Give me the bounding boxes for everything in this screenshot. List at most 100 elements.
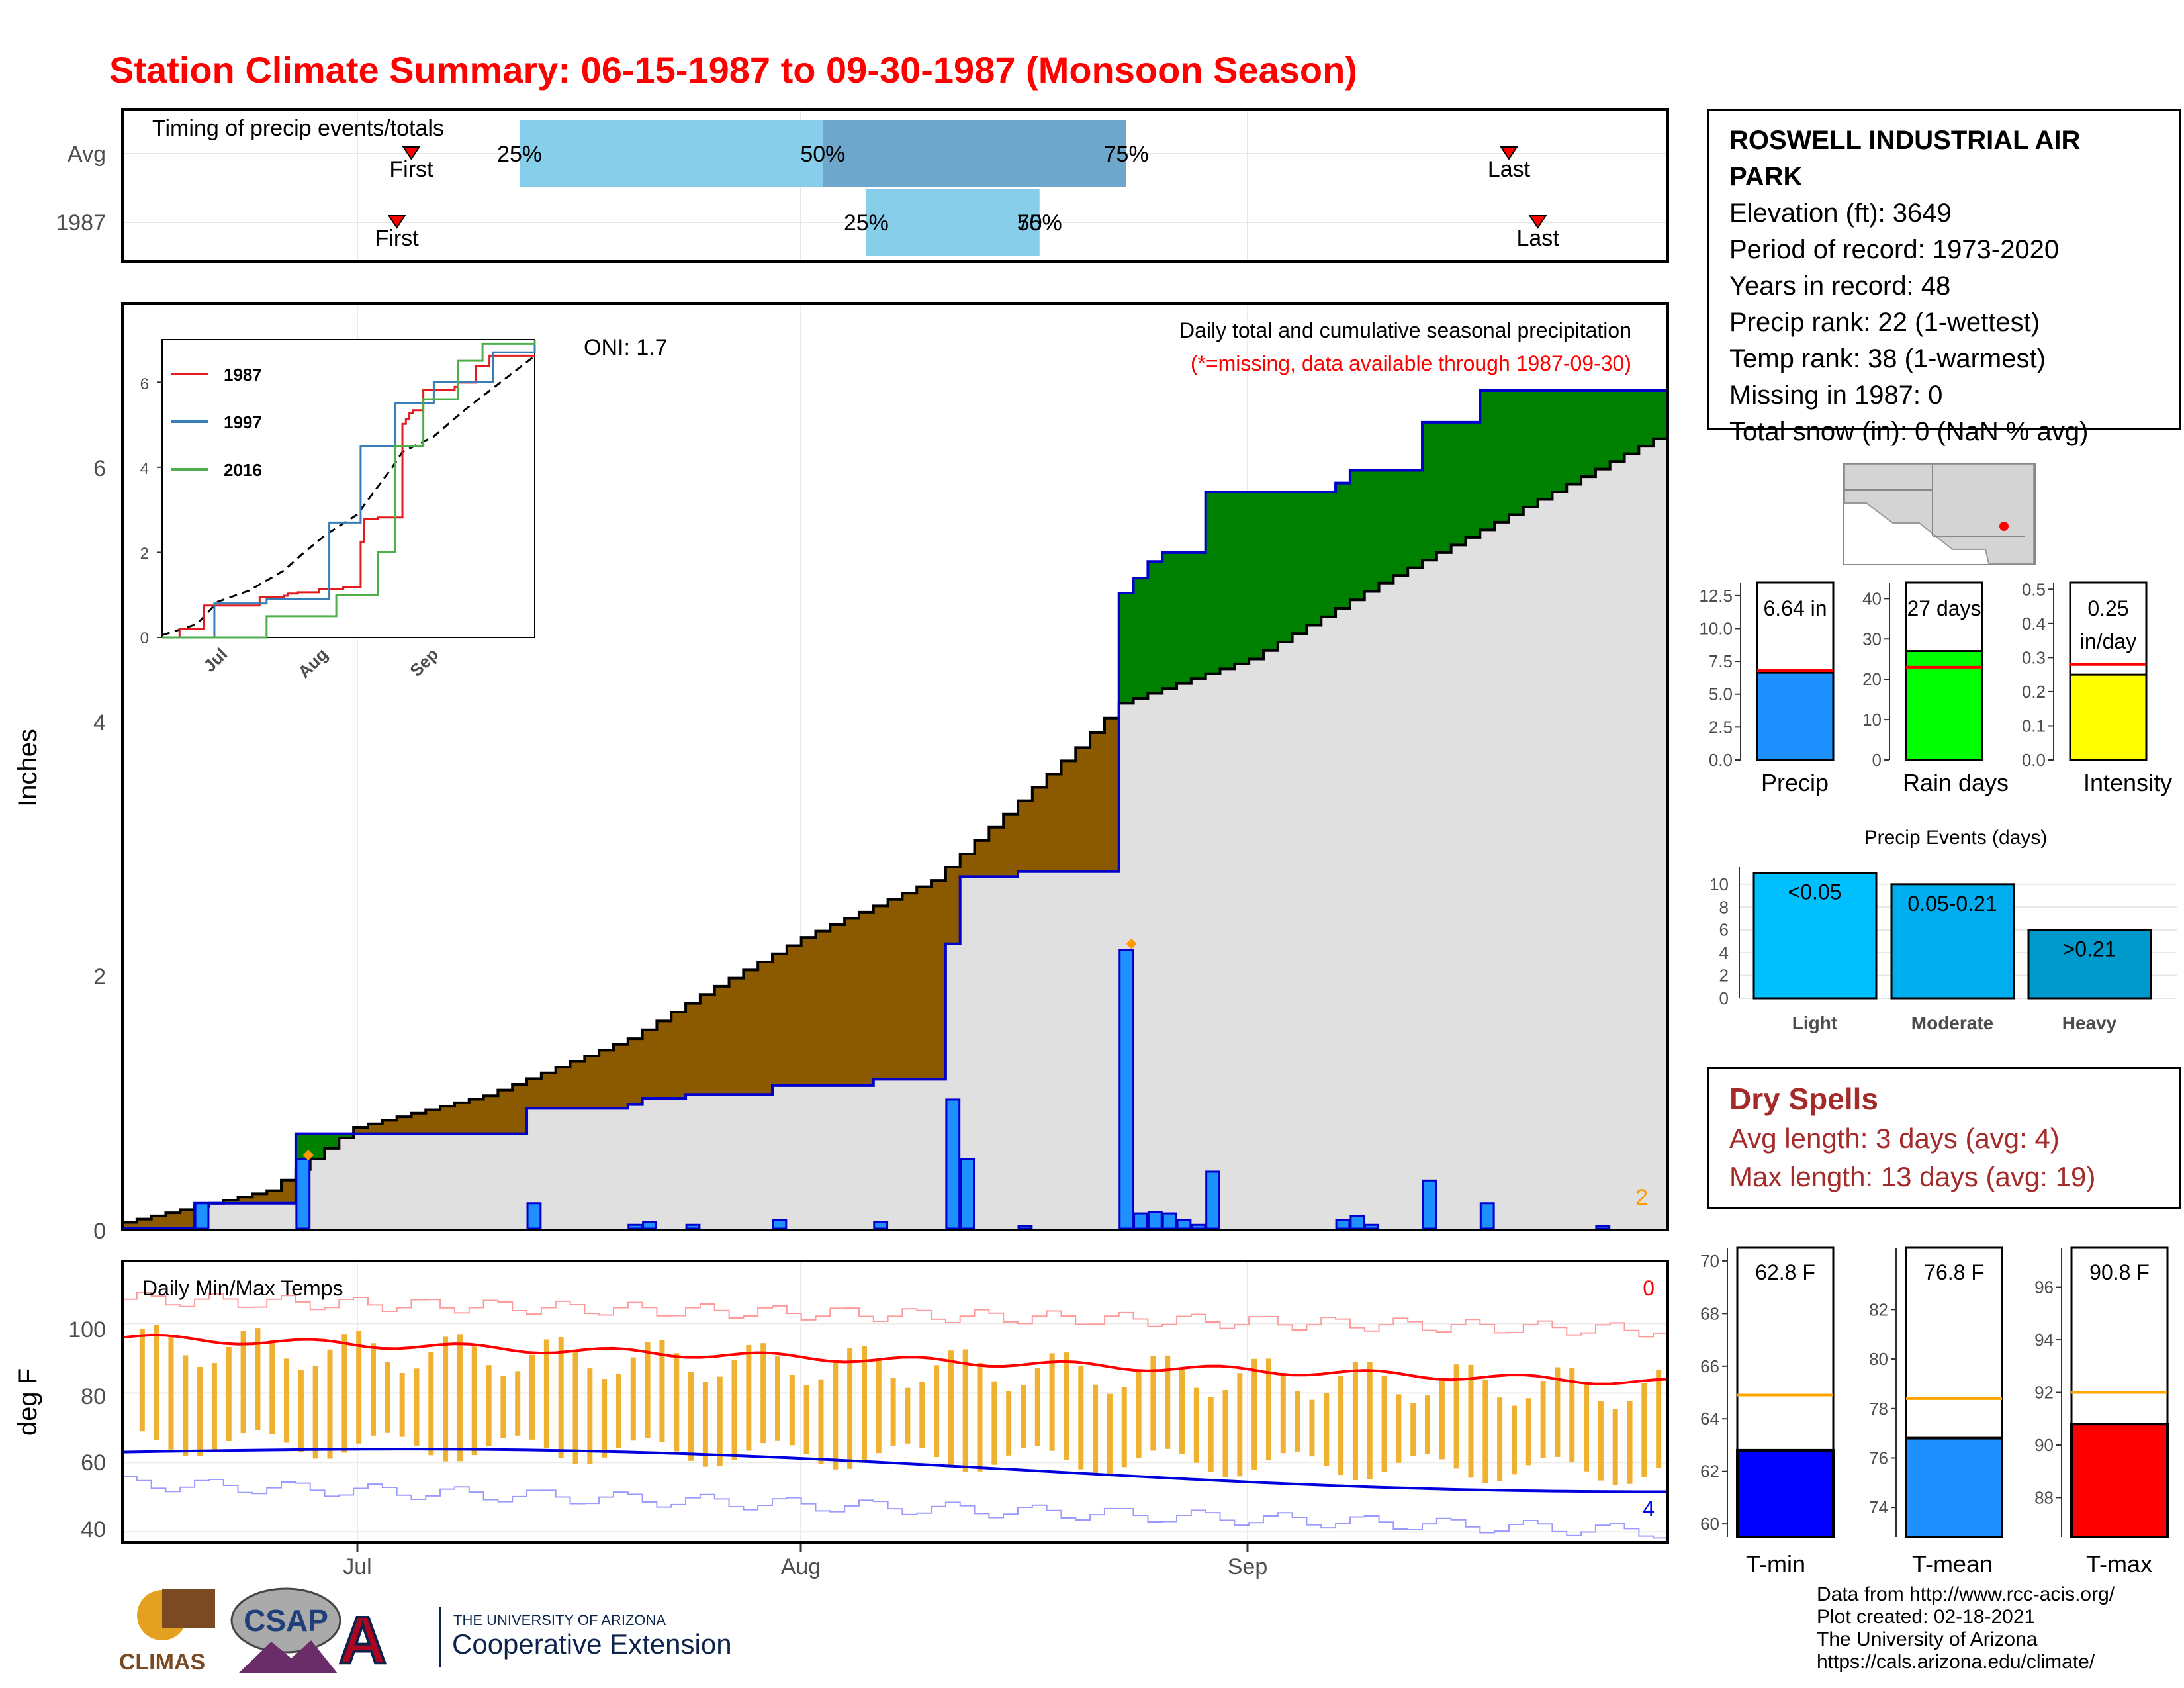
daily-temp-bar xyxy=(1439,1378,1445,1460)
dry-spells-title: Dry Spells xyxy=(1729,1082,1878,1116)
temp-ylabel: deg F xyxy=(13,1368,42,1436)
ua-logo: A THE UNIVERSITY OF ARIZONA Cooperative … xyxy=(338,1602,732,1679)
event-bar xyxy=(1752,872,1878,1000)
csap-logo: CSAP xyxy=(230,1587,341,1673)
daily-temp-bar xyxy=(948,1350,954,1467)
temp-bar-label: T-mean xyxy=(1912,1550,1993,1577)
surplus-segment xyxy=(1567,391,1582,485)
daily-temp-bar xyxy=(1367,1362,1373,1479)
deficit-segment xyxy=(353,1127,369,1134)
month-label-sep: Sep xyxy=(1228,1554,1268,1579)
deficit-segment xyxy=(1003,814,1019,877)
deficit-segment xyxy=(1032,787,1048,872)
station-period: Period of record: 1973-2020 xyxy=(1729,235,2060,264)
timing-label-50: 50% xyxy=(800,142,845,167)
legend-label-1997: 1997 xyxy=(224,412,262,432)
deficit-segment xyxy=(440,1106,455,1134)
daily-temp-bar xyxy=(1049,1353,1055,1451)
daily-temp-bar xyxy=(370,1343,376,1436)
event-bar-label: <0.05 xyxy=(1788,880,1842,904)
daily-precip-bar xyxy=(1595,1225,1611,1230)
first-marker-icon xyxy=(402,146,421,160)
ua-small-text: THE UNIVERSITY OF ARIZONA xyxy=(453,1612,666,1628)
record-marker-icon xyxy=(1126,938,1137,949)
precip-border xyxy=(121,302,1669,1231)
deficit-segment xyxy=(671,1011,686,1099)
temp-bar-tick-label: 80 xyxy=(1869,1349,1888,1369)
credits-line2: Plot created: 02-18-2021 xyxy=(1817,1606,2036,1628)
deficit-segment xyxy=(136,1219,152,1229)
timing-row-label-1987: 1987 xyxy=(56,211,106,236)
record-max-line xyxy=(122,1292,1668,1338)
temp-border xyxy=(121,1260,1669,1544)
daily-temp-bar xyxy=(1569,1368,1575,1462)
deficit-segment xyxy=(151,1215,166,1229)
inset-ytick-2: 2 xyxy=(140,545,149,563)
events-tick-label: 8 xyxy=(1719,897,1729,917)
surplus-segment xyxy=(1552,391,1567,492)
summary-tick-label: 0.2 xyxy=(2022,682,2046,702)
timing-bar-q1 xyxy=(866,189,1040,256)
events-tick-label: 2 xyxy=(1719,966,1729,986)
temp-summary-bar xyxy=(1905,1436,2003,1539)
daily-precip-bar xyxy=(1479,1202,1495,1230)
daily-precip-bar xyxy=(960,1158,976,1230)
surplus-segment xyxy=(1436,422,1452,553)
daily-temp-bar xyxy=(1497,1397,1503,1481)
daily-temp-bar xyxy=(500,1376,506,1438)
daily-temp-bar xyxy=(1338,1376,1344,1476)
precip-plot xyxy=(122,389,1668,1230)
deficit-segment xyxy=(974,840,989,877)
surplus-segment xyxy=(1465,422,1480,538)
temp-summary-bars: 60 62 64 66 68 70 62.8 F T-min 74 76 78 80 82 76.8 F T… xyxy=(1700,1246,2169,1577)
daily-precip-bar xyxy=(873,1221,889,1230)
daily-temp-bar xyxy=(1165,1355,1171,1449)
deficit-segment xyxy=(367,1123,383,1134)
surplus-segment xyxy=(1393,470,1408,576)
station-missing: Missing in 1987: 0 xyxy=(1729,381,1943,410)
daily-temp-bar xyxy=(1020,1384,1026,1448)
deficit-segment xyxy=(454,1102,470,1134)
temp-bar-value-text: 62.8 F xyxy=(1755,1260,1815,1284)
inset-chart: 0 2 4 6 Jul Aug Sep 1987 1997 2016 xyxy=(140,339,536,682)
deficit-segment xyxy=(469,1099,484,1134)
temp-count-min: 4 xyxy=(1643,1497,1655,1521)
month-label-aug: Aug xyxy=(781,1554,821,1579)
deficit-segment xyxy=(714,986,730,1095)
surplus-segment xyxy=(1249,492,1264,659)
daily-temp-bar xyxy=(443,1336,449,1462)
temp-bar-label: T-max xyxy=(2086,1550,2152,1577)
daily-temp-bar xyxy=(1425,1395,1431,1454)
daily-precip-bar xyxy=(772,1219,788,1230)
daily-temp-bar xyxy=(1540,1381,1546,1458)
deficit-segment xyxy=(1075,747,1091,872)
daily-precip-bar xyxy=(1133,1212,1148,1230)
daily-temp-bar xyxy=(312,1366,318,1459)
temp-bar-label: T-min xyxy=(1746,1550,1805,1577)
csap-text: CSAP xyxy=(244,1603,328,1638)
first-marker-icon xyxy=(387,215,406,229)
temp-bar-tick-label: 88 xyxy=(2034,1487,2054,1507)
surplus-segment xyxy=(1610,391,1625,462)
summary-bar-label: Rain days xyxy=(1903,769,2009,796)
deficit-segment xyxy=(1017,800,1033,872)
temp-bar-tick-label: 74 xyxy=(1869,1497,1888,1517)
surplus-segment xyxy=(1508,391,1524,515)
deficit-segment xyxy=(960,853,976,877)
surplus-segment xyxy=(1537,391,1553,500)
temp-panel: Daily Min/Max Temps 0 4 deg F 40 60 80 1… xyxy=(13,1260,1669,1579)
deficit-segment xyxy=(584,1055,600,1109)
daily-temp-bar xyxy=(543,1339,549,1449)
summary-tick-label: 0.0 xyxy=(2022,750,2046,770)
deficit-segment xyxy=(1104,718,1120,872)
surplus-segment xyxy=(1177,552,1192,684)
temp-bar-tick-label: 76 xyxy=(1869,1448,1888,1468)
daily-temp-bar xyxy=(1555,1367,1561,1457)
precip-ytick-0: 0 xyxy=(93,1219,106,1244)
daily-temp-bar xyxy=(1222,1390,1228,1477)
summary-tick-label: 2.5 xyxy=(1709,717,1733,737)
daily-temp-bar xyxy=(1627,1401,1633,1484)
daily-temp-bar xyxy=(847,1348,853,1469)
daily-temp-bar xyxy=(934,1365,940,1458)
